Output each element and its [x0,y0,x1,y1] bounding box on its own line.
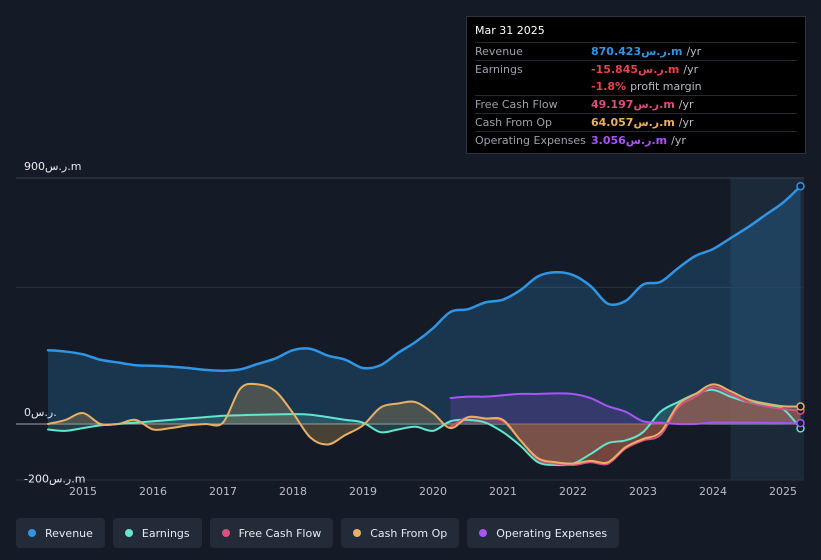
y-axis-label-top: 900ر.س.m [24,160,81,173]
tooltip-row-cfo: Cash From Op 64.057ر.س.m /yr [475,113,797,131]
line-cfo [47,382,802,465]
legend-label: Free Cash Flow [238,526,322,540]
tooltip-date: Mar 31 2025 [475,24,545,37]
legend-dot-icon [221,529,230,537]
tooltip-unit: /yr [678,98,694,111]
x-tick-label: 2018 [279,485,307,498]
line-earnings [47,388,802,467]
area-fcf [450,387,801,466]
legend-item-revenue[interactable]: Revenue [16,518,105,548]
x-tick-label: 2025 [769,485,797,498]
legend: Revenue Earnings Free Cash Flow Cash Fro… [16,518,620,548]
x-tick-label: 2020 [419,485,447,498]
legend-item-earnings[interactable]: Earnings [112,518,202,548]
x-tick-label: 2023 [629,485,657,498]
legend-item-free-cash-flow[interactable]: Free Cash Flow [209,518,334,548]
legend-label: Revenue [45,526,93,540]
tooltip-label: Operating Expenses [475,134,586,147]
legend-item-cash-from-op[interactable]: Cash From Op [341,518,460,548]
line-revenue [46,184,802,372]
tooltip: Mar 31 2025 Revenue 870.423ر.س.m /yr Ear… [466,16,806,154]
tooltip-unit: /yr [683,63,699,76]
x-tick-label: 2024 [699,485,727,498]
tooltip-row-margin: -1.8% profit margin [475,78,797,95]
tooltip-row-opex: Operating Expenses 3.056ر.س.m /yr [475,131,797,149]
x-tick-label: 2019 [349,485,377,498]
tooltip-value: 49.197ر.س.m [591,98,675,111]
tooltip-value: -15.845ر.س.m [591,63,680,76]
endpoint-revenue [796,181,805,191]
tooltip-unit: /yr [678,116,694,129]
x-tick-label: 2015 [69,485,97,498]
line-opex [449,392,802,426]
tooltip-value: 870.423ر.س.m [591,45,683,58]
x-tick-label: 2016 [139,485,167,498]
tooltip-label: Earnings [475,63,523,76]
y-axis-label-bottom: -200ر.س.m [24,473,85,486]
tooltip-row-fcf: Free Cash Flow 49.197ر.س.m /yr [475,95,797,113]
legend-item-operating-expenses[interactable]: Operating Expenses [467,518,620,548]
tooltip-unit: profit margin [630,80,702,93]
area-opex [450,393,801,425]
legend-label: Cash From Op [370,526,448,540]
legend-dot-icon [479,529,488,537]
legend-dot-icon [124,529,133,537]
endpoint-cfo [796,402,805,411]
legend-dot-icon [28,529,36,537]
x-tick-label: 2021 [489,485,517,498]
tooltip-unit: /yr [671,134,686,147]
tooltip-label: Free Cash Flow [475,98,558,111]
y-axis-label-zero: 0ر.س. [24,406,57,419]
legend-label: Earnings [141,526,190,540]
endpoint-opex [796,418,805,428]
area-earnings [48,389,801,466]
x-tick-label: 2017 [209,485,237,498]
tooltip-row-revenue: Revenue 870.423ر.س.m /yr [475,42,797,60]
tooltip-label: Revenue [475,45,523,58]
tooltip-value: 64.057ر.س.m [591,116,675,129]
area-cfo [48,383,801,464]
tooltip-label: Cash From Op [475,116,553,129]
legend-label: Operating Expenses [496,526,608,540]
tooltip-unit: /yr [686,45,702,58]
tooltip-row-earnings: Earnings -15.845ر.س.m /yr [475,60,797,78]
legend-dot-icon [353,529,362,537]
forecast-shade [730,178,804,480]
tooltip-value: -1.8% [591,80,627,93]
x-tick-label: 2022 [559,485,587,498]
tooltip-value: 3.056ر.س.m [591,134,668,147]
area-revenue [48,186,801,424]
